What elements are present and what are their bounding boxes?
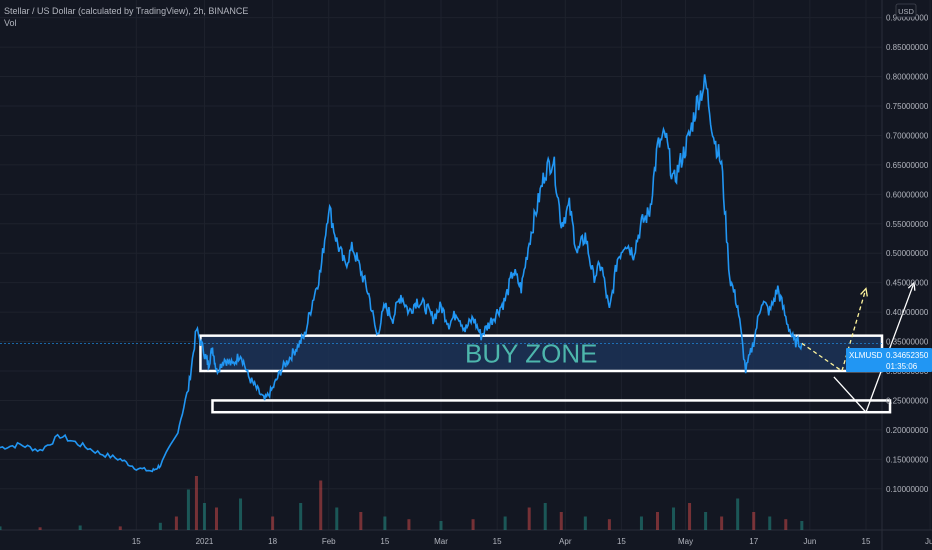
x-tick-label: Jun [803, 537, 816, 546]
volume-bar [503, 516, 507, 530]
y-tick-label: 0.45000000 [886, 279, 929, 288]
lower-support-box [211, 399, 892, 414]
x-tick-label: 2021 [196, 537, 214, 546]
volume-bar [158, 522, 162, 530]
y-tick-label: 0.25000000 [886, 396, 929, 405]
y-tick-label: 0.50000000 [886, 249, 929, 258]
volume-bar [118, 526, 122, 530]
price-tag-price: 0.34652350 [886, 351, 929, 360]
y-tick-label: 0.55000000 [886, 220, 929, 229]
x-tick-label: 15 [380, 537, 389, 546]
volume-bar [335, 507, 339, 530]
volume-bar [655, 512, 659, 530]
volume-bar [174, 516, 178, 530]
x-tick-label: 15 [132, 537, 141, 546]
volume-bar [704, 512, 708, 530]
y-axis[interactable]: 0.10000000 0.15000000 0.20000000 0.25000000… [886, 14, 929, 494]
volume-bar [639, 516, 643, 530]
chart-title: Stellar / US Dollar (calculated by Tradi… [4, 6, 249, 16]
volume-bar [559, 512, 563, 530]
price-tag-countdown: 01:35:06 [886, 362, 918, 371]
volume-bar [752, 512, 756, 530]
y-tick-label: 0.60000000 [886, 190, 929, 199]
volume-bar [186, 489, 190, 530]
volume-bar [38, 527, 42, 530]
y-tick-label: 0.80000000 [886, 73, 929, 82]
volume-bars [0, 476, 804, 530]
y-tick-label: 0.15000000 [886, 455, 929, 464]
volume-bar [543, 503, 547, 530]
volume-bar [527, 507, 531, 530]
volume-bar [688, 503, 692, 530]
volume-bar [359, 512, 363, 530]
y-tick-label: 0.90000000 [886, 14, 929, 23]
volume-bar [607, 519, 611, 530]
volume-bar [720, 516, 724, 530]
x-tick-label: Apr [559, 537, 572, 546]
x-tick-label: 17 [749, 537, 758, 546]
currency-badge[interactable]: USD [895, 3, 917, 18]
x-tick-label: 15 [493, 537, 502, 546]
y-tick-label: 0.65000000 [886, 161, 929, 170]
price-tag-symbol: XLMUSD [849, 351, 883, 360]
chart-legend: Stellar / US Dollar (calculated by Tradi… [4, 5, 248, 29]
volume-bar [439, 521, 443, 530]
y-tick-label: 0.85000000 [886, 43, 929, 52]
arrow-head [907, 281, 916, 291]
price-line [0, 74, 803, 473]
volume-bar [319, 480, 323, 530]
volume-bar [194, 476, 198, 530]
volume-bar [214, 507, 218, 530]
volume-bar [784, 519, 788, 530]
currency-badge-label: USD [898, 7, 914, 16]
x-axis[interactable]: 15 2021 18 Feb 15 Mar 15 Apr 15 May 17 Jun 15 Jul [132, 537, 932, 546]
x-tick-label: 15 [617, 537, 626, 546]
volume-indicator-label: Vol [4, 18, 17, 28]
x-tick-label: Feb [322, 537, 336, 546]
volume-bar [202, 503, 206, 530]
price-tag: XLMUSD 0.34652350 01:35:06 [846, 348, 932, 372]
volume-bar [299, 503, 303, 530]
x-tick-label: Mar [434, 537, 448, 546]
y-tick-label: 0.70000000 [886, 131, 929, 140]
x-tick-label: 18 [268, 537, 277, 546]
volume-bar [736, 498, 740, 530]
volume-bar [0, 526, 2, 530]
buy-zone-label: BUY ZONE [465, 338, 597, 368]
x-tick-label: Jul [925, 537, 932, 546]
volume-bar [78, 525, 82, 530]
volume-bar [271, 516, 275, 530]
volume-bar [672, 507, 676, 530]
volume-bar [239, 498, 243, 530]
y-tick-label: 0.10000000 [886, 485, 929, 494]
arrow-head [860, 287, 868, 297]
volume-bar [768, 516, 772, 530]
y-tick-label: 0.75000000 [886, 102, 929, 111]
volume-bar [471, 519, 475, 530]
y-tick-label: 0.35000000 [886, 338, 929, 347]
projection-arrows [801, 281, 916, 414]
y-tick-label: 0.20000000 [886, 426, 929, 435]
dashed-projection-arrow [801, 288, 867, 373]
volume-bar [583, 516, 587, 530]
solid-projection-arrow [833, 282, 915, 414]
volume-bar [407, 519, 411, 530]
x-tick-label: May [678, 537, 693, 546]
x-tick-label: 15 [862, 537, 871, 546]
volume-bar [800, 521, 804, 530]
volume-bar [383, 516, 387, 530]
y-tick-label: 0.40000000 [886, 308, 929, 317]
